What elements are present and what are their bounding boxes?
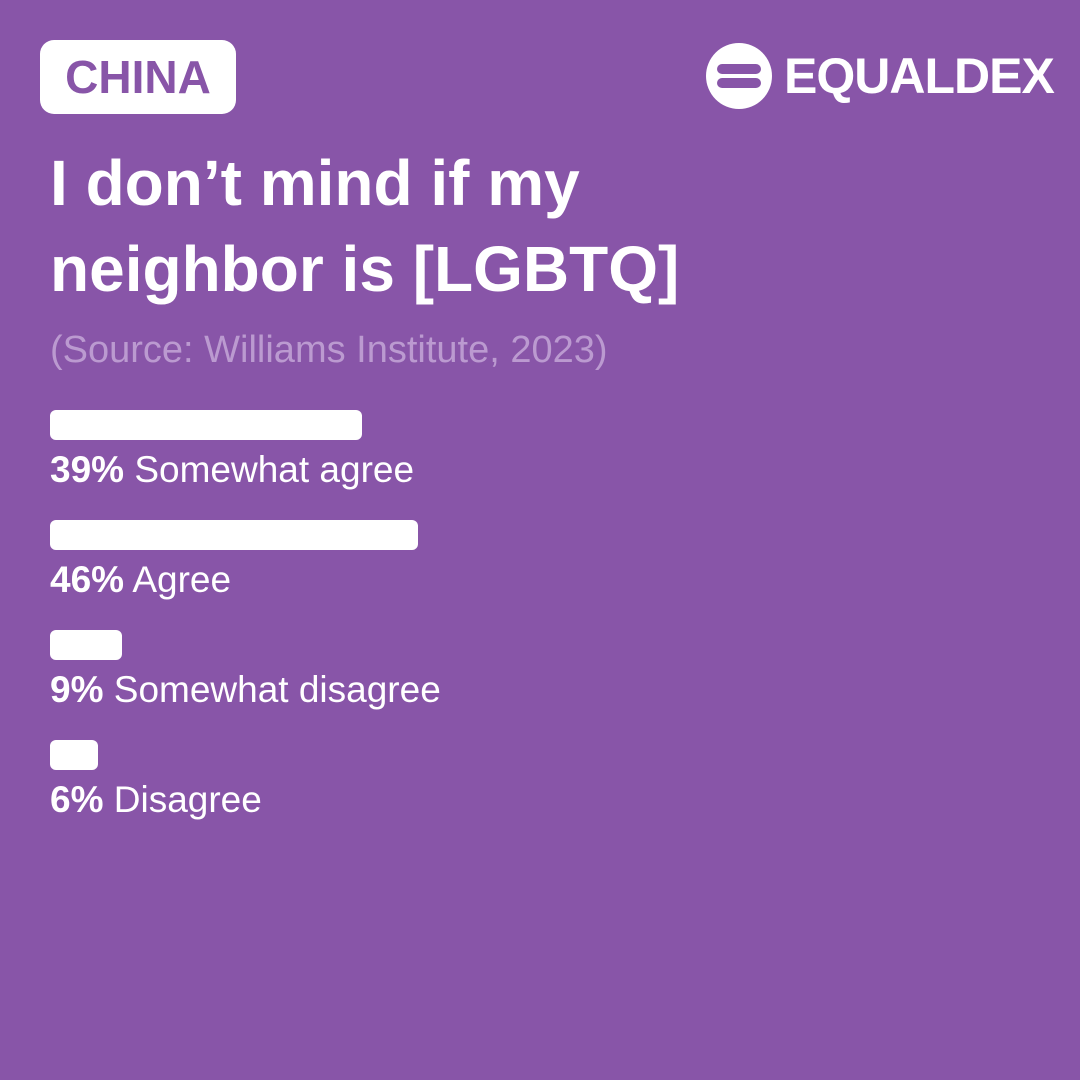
brand: EQUALDEX (784, 48, 1055, 104)
bar (50, 630, 122, 660)
bar-label: 9% Somewhat disagree (50, 668, 441, 712)
value-label: 39% (50, 449, 125, 490)
chart-title: I don’t mind if my neighbor is [LGBTQ] (50, 147, 680, 305)
category-label: Somewhat agree (134, 449, 415, 490)
logo (706, 43, 772, 109)
country-badge: CHINA (40, 40, 236, 114)
bar-label: 46% Agree (50, 558, 441, 602)
bar-row: 6% Disagree (50, 740, 441, 850)
bar-label: 39% Somewhat agree (50, 448, 441, 492)
value-label: 6% (50, 779, 104, 820)
bar-label: 6% Disagree (50, 778, 441, 822)
bar-row: 46% Agree (50, 520, 441, 630)
bar-row: 39% Somewhat agree (50, 410, 441, 520)
bar (50, 410, 362, 440)
chart-subtitle: (Source: Williams Institute, 2023) (50, 329, 608, 371)
bar (50, 520, 418, 550)
bar-list: 39% Somewhat agree 46% Agree 9% Somewhat d… (50, 410, 441, 850)
category-label: Somewhat disagree (113, 669, 441, 710)
bar-row: 9% Somewhat disagree (50, 630, 441, 740)
category-label: Agree (132, 559, 232, 600)
category-label: Disagree (113, 779, 262, 820)
value-label: 46% (50, 559, 125, 600)
bar (50, 740, 98, 770)
value-label: 9% (50, 669, 104, 710)
